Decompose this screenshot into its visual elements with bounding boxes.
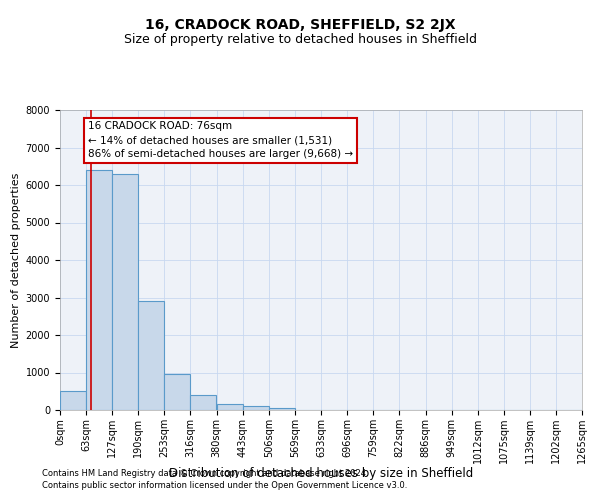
Text: 16, CRADOCK ROAD, SHEFFIELD, S2 2JX: 16, CRADOCK ROAD, SHEFFIELD, S2 2JX bbox=[145, 18, 455, 32]
Bar bbox=[139, 301, 164, 410]
Bar bbox=[243, 406, 269, 410]
Bar bbox=[86, 170, 112, 410]
Bar bbox=[164, 374, 190, 410]
X-axis label: Distribution of detached houses by size in Sheffield: Distribution of detached houses by size … bbox=[169, 468, 473, 480]
Bar bbox=[190, 395, 217, 410]
Bar bbox=[269, 408, 295, 410]
Bar bbox=[112, 174, 139, 410]
Y-axis label: Number of detached properties: Number of detached properties bbox=[11, 172, 22, 348]
Text: 16 CRADOCK ROAD: 76sqm
← 14% of detached houses are smaller (1,531)
86% of semi-: 16 CRADOCK ROAD: 76sqm ← 14% of detached… bbox=[88, 121, 353, 159]
Text: Contains HM Land Registry data © Crown copyright and database right 2024.: Contains HM Land Registry data © Crown c… bbox=[42, 468, 368, 477]
Text: Contains public sector information licensed under the Open Government Licence v3: Contains public sector information licen… bbox=[42, 481, 407, 490]
Bar bbox=[217, 404, 243, 410]
Bar bbox=[60, 391, 86, 410]
Text: Size of property relative to detached houses in Sheffield: Size of property relative to detached ho… bbox=[124, 32, 476, 46]
